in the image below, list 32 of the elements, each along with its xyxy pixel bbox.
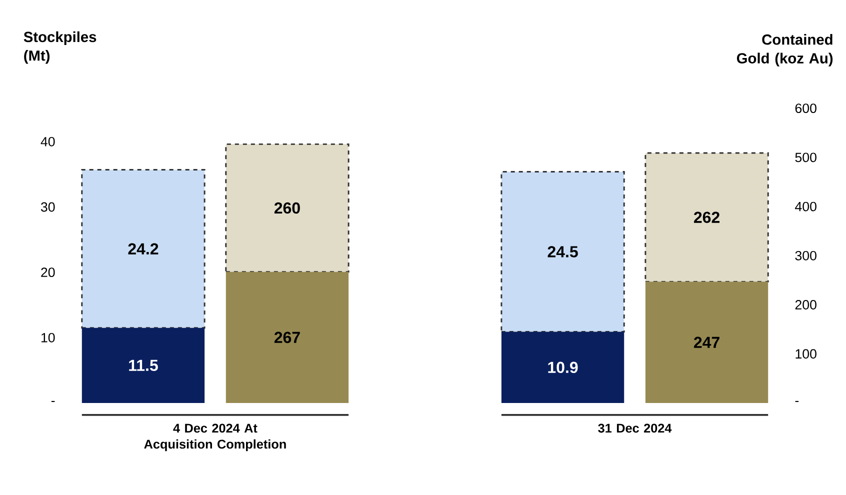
bar [81,169,206,329]
data-label: 247 [694,336,720,348]
y2-tick-label: 300 [795,250,816,260]
y-tick-label: 40 [40,136,55,146]
y2-tick-label: 100 [796,349,816,359]
bar [225,143,350,273]
y-tick-label: 30 [40,202,55,212]
bar [500,170,625,333]
y2-tick-label: 400 [795,202,816,212]
x-tick-label: 4 Dec 2024 At Acquisition Completion [144,424,286,452]
data-label: 267 [274,332,300,344]
data-label: 260 [274,202,300,214]
data-label: 11.5 [129,360,158,371]
bar [226,272,349,403]
y2-tick-label: 200 [795,300,816,310]
bar [501,332,624,403]
y2-tick-label: - [795,400,799,402]
y-tick-label: - [51,400,55,402]
data-label: 24.5 [548,246,578,258]
data-label: 262 [694,212,720,223]
y2-tick-label: 500 [795,152,816,162]
bar [82,328,205,403]
y2-tick-label: 600 [795,104,816,114]
y2-axis-title: Contained Gold (koz Au) [736,34,833,66]
data-label: 24.2 [128,243,158,254]
y-tick-label: 20 [41,268,55,278]
y-axis-title: Stockpiles (Mt) [24,31,96,64]
y-tick-label: 10 [41,332,55,342]
data-label: 10.9 [548,362,578,374]
x-tick-label: 31 Dec 2024 [598,424,672,433]
bar [644,152,769,282]
bar [645,282,768,403]
